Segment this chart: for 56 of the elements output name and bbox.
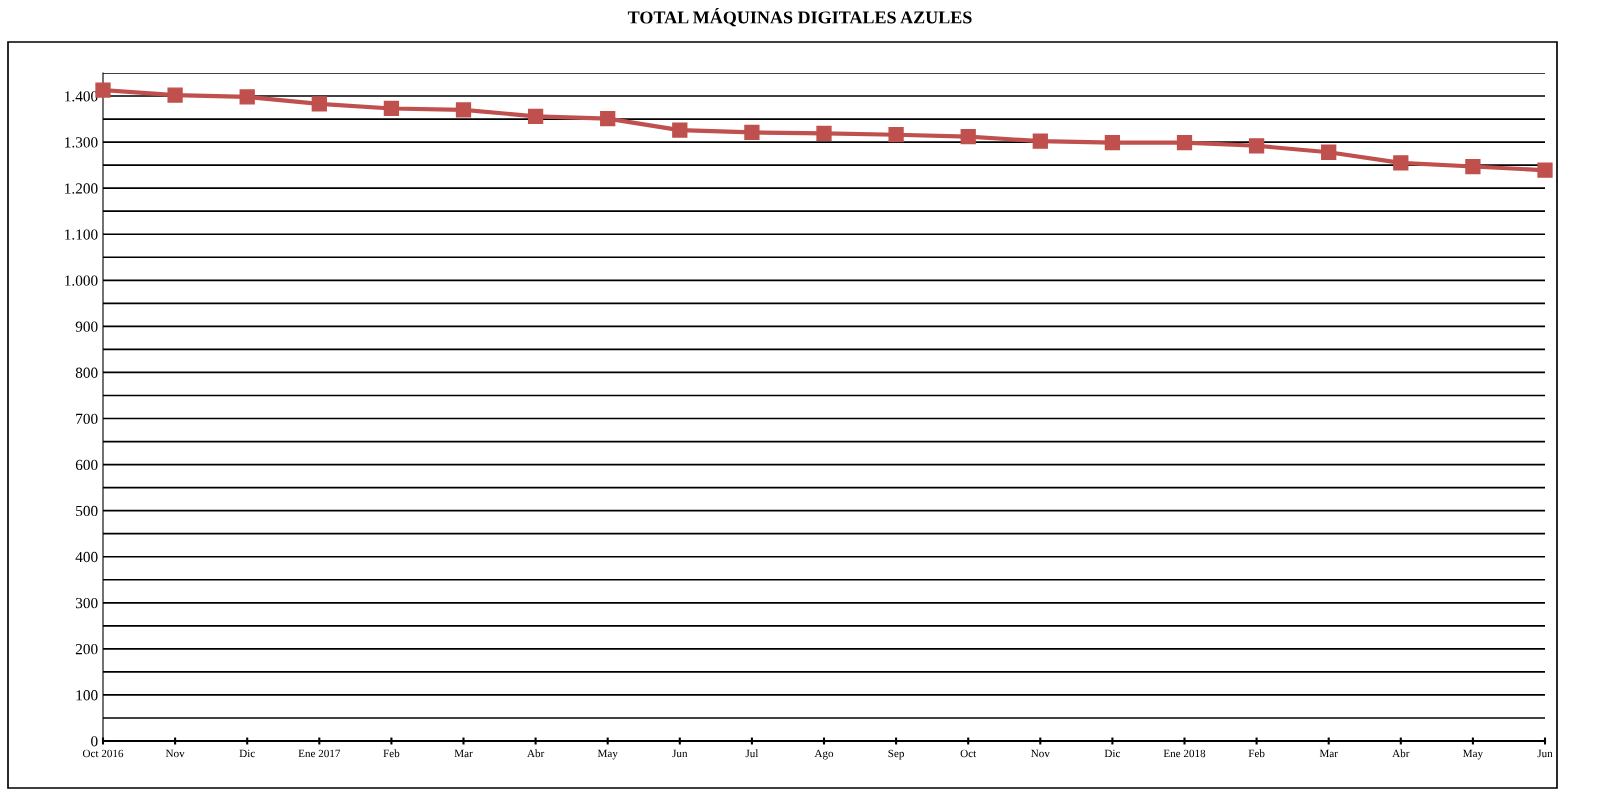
y-tick-label: 400 — [75, 551, 98, 563]
x-tick-label: Oct — [960, 749, 977, 758]
point — [239, 89, 255, 105]
point — [816, 125, 832, 141]
x-tick-label: May — [1463, 749, 1484, 760]
point — [311, 96, 327, 112]
y-tick-label: 300 — [75, 597, 98, 609]
y-tick-label: 800 — [75, 367, 98, 378]
y-tick-label: 900 — [75, 321, 98, 332]
point — [1032, 133, 1048, 149]
x-tick-label: Abr — [1392, 749, 1410, 758]
y-tick-label: 0 — [91, 736, 98, 747]
x-tick-label: Feb — [383, 749, 400, 758]
point — [1104, 134, 1121, 151]
x-tick-label: May — [597, 749, 618, 760]
y-tick-label: 700 — [76, 413, 98, 424]
x-tick-label: Ene 2017 — [298, 749, 341, 758]
x-tick-label: Abr — [527, 749, 545, 758]
point — [888, 127, 904, 143]
point — [383, 100, 400, 117]
y-tick-label: 1.300 — [65, 137, 98, 148]
x-tick-label: Mar — [1319, 749, 1338, 758]
chart-title: TOTAL MÁQUINAS DIGITALES AZULES — [627, 7, 972, 27]
y-tick-label: 100 — [76, 690, 98, 701]
x-tick-label: Sep — [888, 749, 904, 760]
y-tick-label: 1.000 — [65, 275, 98, 286]
x-tick-label: Feb — [1248, 749, 1265, 758]
x-tick-label: Mar — [454, 749, 473, 758]
y-tick-label: 200 — [75, 644, 98, 655]
y-tick-label: 1.200 — [65, 183, 98, 194]
x-tick-label: Jul — [745, 749, 759, 758]
point — [1248, 138, 1265, 154]
x-tick-label: Dic — [239, 749, 255, 758]
y-tick-label: 1.100 — [65, 229, 98, 240]
point — [527, 108, 544, 124]
y-tick-label: 600 — [75, 459, 98, 471]
point — [1321, 144, 1337, 160]
point — [600, 110, 616, 127]
point — [744, 124, 760, 141]
x-tick-label: Nov — [165, 749, 185, 758]
x-tick-label: Dic — [1104, 749, 1121, 758]
point — [1465, 158, 1481, 175]
y-tick-label: 500 — [76, 505, 98, 517]
x-tick-label: Jun — [1537, 749, 1553, 758]
x-tick-label: Jun — [672, 749, 688, 758]
point — [1176, 134, 1193, 151]
point — [672, 122, 688, 138]
x-tick-label: Ene 2018 — [1163, 749, 1206, 758]
x-tick-label: Nov — [1031, 749, 1050, 758]
x-tick-label: Oct 2016 — [82, 749, 124, 758]
x-tick-label: Ago — [814, 749, 834, 760]
point — [1393, 155, 1409, 171]
point — [960, 128, 976, 145]
point — [455, 102, 472, 118]
point — [167, 87, 183, 103]
point — [1537, 162, 1553, 178]
